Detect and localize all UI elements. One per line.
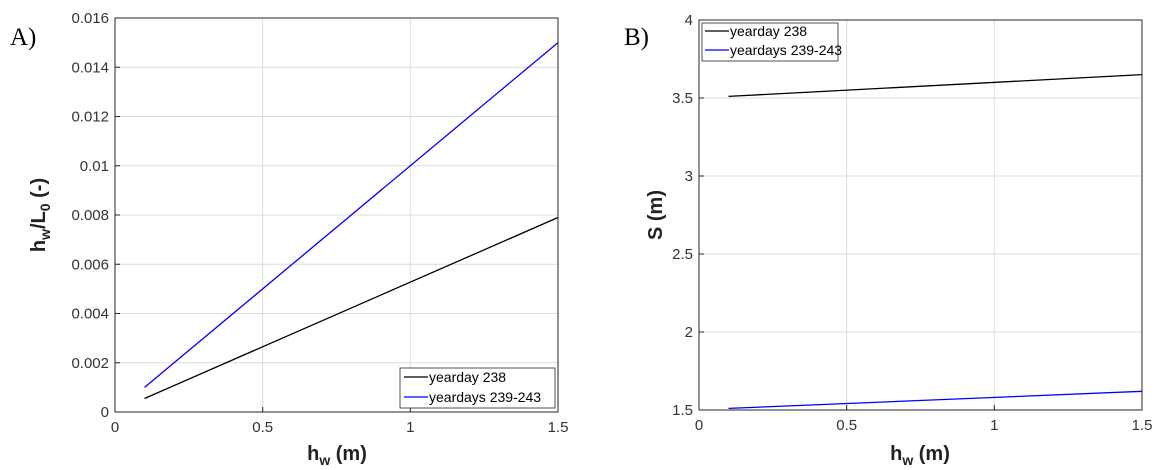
panel-b-plot-area	[699, 20, 1142, 410]
panel-a-legend-label-yeardays-239-243: yeardays 239-243	[429, 389, 541, 405]
panel-b-y-tick-label: 4	[685, 12, 693, 29]
panel-a: A) 0 0.5 1 1.5 0 0.002 0.004 0.006 0.008 0.01 0.0…	[10, 10, 568, 468]
panel-a-y-tick-label: 0.016	[71, 10, 109, 27]
panel-a-series-yearday-238	[144, 216, 559, 400]
panel-a-grid	[114, 17, 559, 413]
panel-b-series	[728, 73, 1143, 410]
panel-b-legend: yearday 238 yeardays 239-243	[701, 22, 842, 62]
panel-b-legend-label-yeardays-239-243: yeardays 239-243	[730, 42, 842, 58]
panel-b-x-tick-label: 1	[990, 417, 998, 434]
panel-a-x-tick-label: 1.5	[548, 419, 569, 436]
panel-b-legend-box	[701, 22, 839, 62]
panel-b-series-yeardays-239-243	[728, 390, 1143, 410]
panel-b-y-tick-label: 2.5	[672, 246, 693, 263]
panel-a-x-tick-label: 1	[406, 419, 414, 436]
panel-b-x-tick-label: 1.5	[1132, 417, 1153, 434]
panel-a-y-tick-label: 0	[101, 404, 109, 421]
panel-a-y-axis-label: hw/L0 (-)	[28, 178, 53, 252]
panel-a-y-tick-label: 0.002	[71, 355, 109, 372]
panel-a-x-axis-label: hw (m)	[307, 443, 367, 468]
panel-a-y-ticks: 0 0.002 0.004 0.006 0.008 0.01 0.012 0.014 0.016	[71, 10, 120, 421]
panel-b-x-ticks: 0 0.5 1 1.5	[695, 405, 1153, 434]
panel-b-x-tick-label: 0.5	[836, 417, 857, 434]
panel-b-y-tick-label: 2	[685, 324, 693, 341]
panel-a-y-tick-label: 0.012	[71, 109, 109, 126]
panel-b-x-tick-label: 0	[695, 417, 703, 434]
panel-b-y-tick-label: 3	[685, 168, 693, 185]
panel-a-series-yeardays-239-243	[144, 42, 559, 388]
panel-a-x-tick-label: 0.5	[252, 419, 273, 436]
panel-b-y-ticks: 1.5 2 2.5 3 3.5 4	[672, 12, 704, 419]
panel-a-x-tick-label: 0	[111, 419, 119, 436]
panel-b-y-tick-label: 3.5	[672, 90, 693, 107]
panel-b: B) 0 0.5 1 1.5 1.5 2 2.5 3 3.5 4 hw (m) S (m) ye…	[624, 12, 1152, 468]
panel-a-letter: A)	[10, 24, 36, 51]
panel-b-x-axis-label: hw (m)	[890, 443, 950, 468]
panel-b-legend-label-yearday-238: yearday 238	[730, 23, 807, 39]
panel-a-y-tick-label: 0.014	[71, 59, 109, 76]
panel-b-series-yearday-238	[728, 73, 1143, 98]
panel-a-y-tick-label: 0.004	[71, 306, 109, 323]
panel-a-y-tick-label: 0.008	[71, 207, 109, 224]
panel-b-y-axis-label: S (m)	[645, 190, 667, 240]
panel-a-legend-box	[399, 367, 556, 409]
panel-a-legend: yearday 238 yeardays 239-243	[399, 367, 556, 409]
panel-b-axes-box	[698, 19, 1143, 411]
panel-a-x-ticks: 0 0.5 1 1.5	[111, 407, 569, 436]
panel-a-series	[144, 42, 559, 400]
panel-a-y-tick-label: 0.006	[71, 256, 109, 273]
panel-a-legend-label-yearday-238: yearday 238	[429, 369, 506, 385]
panel-b-y-tick-label: 1.5	[672, 402, 693, 419]
panel-a-y-tick-label: 0.01	[80, 158, 109, 175]
panel-b-letter: B)	[624, 24, 649, 51]
